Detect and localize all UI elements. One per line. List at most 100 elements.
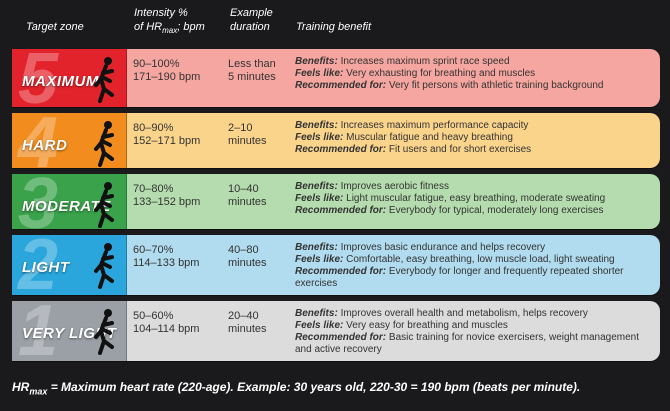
runner-icon xyxy=(94,243,114,289)
duration-cell: 10–40 minutes xyxy=(228,183,267,209)
benefit-cell: Benefits: Improves aerobic fitness Feels… xyxy=(295,181,651,217)
duration-line2: minutes xyxy=(228,323,267,335)
runner-icon xyxy=(94,182,114,228)
feels-line: Feels like: Light muscular fatigue, easy… xyxy=(295,193,651,205)
benefits-text: Improves basic endurance and helps recov… xyxy=(340,242,546,253)
header-target-zone: Target zone xyxy=(26,21,84,33)
recommended-label: Recommended for: xyxy=(295,332,387,343)
runner-icon xyxy=(94,121,114,167)
zone-badge: 4 HARD xyxy=(12,113,127,168)
table-header: Target zone Intensity % of HRmax; bpm Ex… xyxy=(0,0,670,48)
zone-name: VERY LIGHT xyxy=(22,325,117,342)
feels-text: Comfortable, easy breathing, low muscle … xyxy=(346,254,615,265)
header-duration: Example duration xyxy=(230,6,273,34)
duration-line2: minutes xyxy=(228,196,267,208)
benefits-text: Improves aerobic fitness xyxy=(340,181,449,192)
recommended-line: Recommended for: Everybody for typical, … xyxy=(295,205,651,217)
intensity-bpm: 104–114 bpm xyxy=(133,323,200,335)
zone-row: 4 HARD 80–90% 152–171 bpm 2–10 minutes B… xyxy=(12,113,660,168)
benefits-label: Benefits: xyxy=(295,308,338,319)
recommended-text: Basic training for novice exercisers, we… xyxy=(295,332,640,355)
duration-line1: 40–80 xyxy=(228,244,259,256)
benefit-cell: Benefits: Improves overall health and me… xyxy=(295,308,651,356)
duration-line1: 10–40 xyxy=(228,183,259,195)
benefit-cell: Benefits: Improves basic endurance and h… xyxy=(295,242,651,290)
recommended-label: Recommended for: xyxy=(295,266,387,277)
benefits-text: Increases maximum sprint race speed xyxy=(340,56,510,67)
intensity-cell: 90–100% 171–190 bpm xyxy=(133,58,200,84)
duration-cell: 2–10 minutes xyxy=(228,122,267,148)
duration-line1: 2–10 xyxy=(228,122,253,134)
header-duration-line2: duration xyxy=(230,21,270,33)
header-intensity-sub: max xyxy=(162,26,178,36)
feels-label: Feels like: xyxy=(295,320,344,331)
header-intensity: Intensity % of HRmax; bpm xyxy=(134,6,205,38)
zone-badge: 1 VERY LIGHT xyxy=(12,301,127,361)
recommended-line: Recommended for: Very fit persons with a… xyxy=(295,80,651,92)
intensity-bpm: 114–133 bpm xyxy=(133,257,200,269)
zone-name: HARD xyxy=(22,137,68,154)
benefits-text: Increases maximum performance capacity xyxy=(340,120,529,131)
intensity-pct: 90–100% xyxy=(133,58,180,70)
feels-text: Muscular fatigue and heavy breathing xyxy=(346,132,513,143)
zone-badge: 2 LIGHT xyxy=(12,235,127,295)
recommended-label: Recommended for: xyxy=(295,80,387,91)
duration-cell: Less than 5 minutes xyxy=(228,58,276,84)
duration-line1: 20–40 xyxy=(228,310,259,322)
intensity-pct: 60–70% xyxy=(133,244,174,256)
header-intensity-hr: of HR xyxy=(134,21,163,33)
benefits-text: Improves overall health and metabolism, … xyxy=(340,308,588,319)
feels-label: Feels like: xyxy=(295,193,344,204)
recommended-text: Fit users and for short exercises xyxy=(388,144,532,155)
header-intensity-line1: Intensity % xyxy=(134,7,188,19)
benefits-label: Benefits: xyxy=(295,120,338,131)
benefits-label: Benefits: xyxy=(295,56,338,67)
intensity-cell: 50–60% 104–114 bpm xyxy=(133,310,199,336)
header-duration-line1: Example xyxy=(230,7,273,19)
benefits-label: Benefits: xyxy=(295,181,338,192)
duration-cell: 40–80 minutes xyxy=(228,244,267,270)
zone-row: 2 LIGHT 60–70% 114–133 bpm 40–80 minutes… xyxy=(12,235,660,295)
zone-name: MODERATE xyxy=(22,198,111,215)
benefits-line: Benefits: Improves aerobic fitness xyxy=(295,181,651,193)
feels-text: Very exhausting for breathing and muscle… xyxy=(346,68,536,79)
intensity-bpm: 133–152 bpm xyxy=(133,196,201,208)
intensity-cell: 80–90% 152–171 bpm xyxy=(133,122,200,148)
duration-line2: minutes xyxy=(228,257,267,269)
feels-label: Feels like: xyxy=(295,132,344,143)
feels-text: Very easy for breathing and muscles xyxy=(346,320,508,331)
header-intensity-tail: ; bpm xyxy=(177,21,205,33)
benefits-line: Benefits: Increases maximum sprint race … xyxy=(295,56,651,68)
recommended-line: Recommended for: Fit users and for short… xyxy=(295,144,651,156)
footer-hr-sub: max xyxy=(29,386,48,397)
feels-line: Feels like: Very exhausting for breathin… xyxy=(295,68,651,80)
feels-text: Light muscular fatigue, easy breathing, … xyxy=(346,193,606,204)
zone-name: MAXIMUM xyxy=(22,73,99,90)
intensity-cell: 60–70% 114–133 bpm xyxy=(133,244,199,270)
recommended-label: Recommended for: xyxy=(295,205,387,216)
header-intensity-line2: of HRmax; bpm xyxy=(134,20,205,38)
feels-line: Feels like: Muscular fatigue and heavy b… xyxy=(295,132,651,144)
footer-hr: HR xyxy=(12,380,30,394)
zone-number: 1 xyxy=(18,301,59,361)
recommended-text: Everybody for typical, moderately long e… xyxy=(388,205,604,216)
intensity-pct: 70–80% xyxy=(133,183,174,195)
zone-name: LIGHT xyxy=(22,259,70,276)
zone-row: 5 MAXIMUM 90–100% 171–190 bpm Less than … xyxy=(12,49,660,107)
footer-text: = Maximum heart rate (220-age). Example:… xyxy=(47,380,581,394)
zone-badge: 3 MODERATE xyxy=(12,174,127,229)
benefit-cell: Benefits: Increases maximum performance … xyxy=(295,120,651,156)
benefits-label: Benefits: xyxy=(295,242,338,253)
recommended-text: Very fit persons with athletic training … xyxy=(388,80,604,91)
benefits-line: Benefits: Improves overall health and me… xyxy=(295,308,651,320)
duration-line2: 5 minutes xyxy=(228,71,276,83)
feels-line: Feels like: Very easy for breathing and … xyxy=(295,320,651,332)
runner-icon xyxy=(94,57,114,103)
feels-label: Feels like: xyxy=(295,68,344,79)
recommended-text: Everybody for longer and frequently repe… xyxy=(295,266,624,289)
intensity-pct: 80–90% xyxy=(133,122,174,134)
footer-note: HRmax = Maximum heart rate (220-age). Ex… xyxy=(12,380,580,396)
benefits-line: Benefits: Increases maximum performance … xyxy=(295,120,651,132)
benefit-cell: Benefits: Increases maximum sprint race … xyxy=(295,56,651,92)
feels-label: Feels like: xyxy=(295,254,344,265)
